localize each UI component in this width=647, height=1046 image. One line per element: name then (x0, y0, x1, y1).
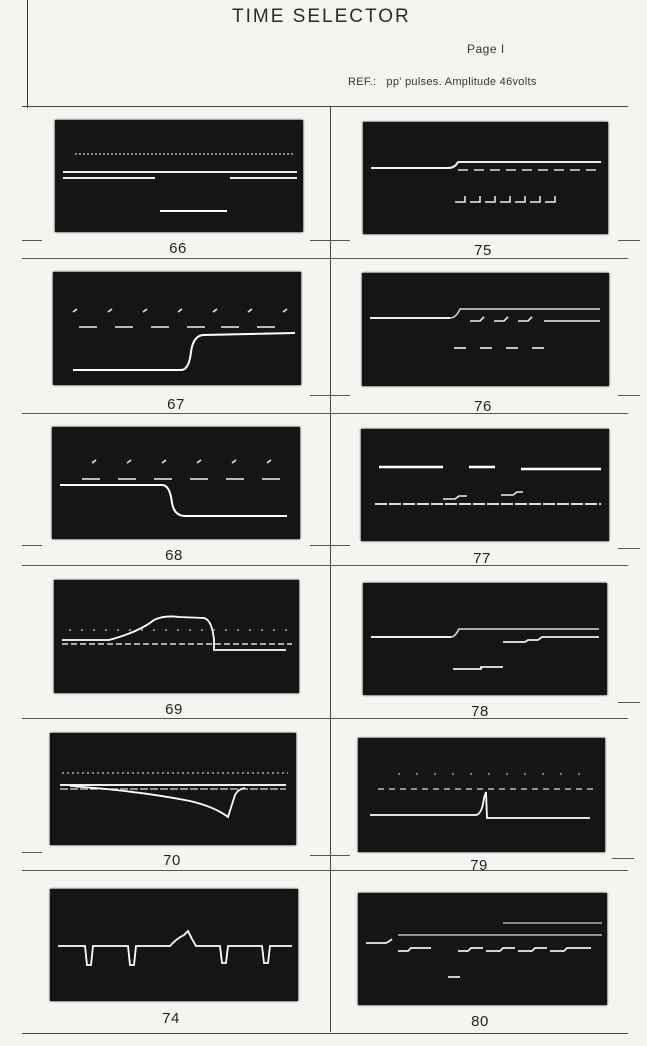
figure-label: 68 (165, 547, 183, 564)
grid-row-line (22, 413, 628, 414)
photo-grid (22, 106, 628, 1034)
page-title: TIME SELECTOR (232, 6, 411, 27)
figure-label: 76 (474, 398, 492, 415)
margin-tick (310, 395, 350, 396)
figure-label: 75 (474, 242, 492, 259)
figure-label: 77 (473, 550, 491, 567)
oscillogram-66 (55, 120, 303, 232)
oscillogram-76 (362, 273, 609, 386)
page-number: Page I (467, 42, 505, 56)
grid-row-line (22, 565, 628, 566)
margin-tick (22, 852, 42, 853)
margin-tick (618, 548, 640, 549)
trace-79 (370, 773, 593, 819)
figure-label: 67 (167, 396, 185, 413)
grid-divider (330, 106, 331, 1032)
figure-label: 66 (169, 240, 187, 257)
margin-tick (618, 702, 640, 703)
margin-tick (618, 240, 640, 241)
figure-label: 80 (471, 1013, 489, 1030)
grid-row-line (22, 258, 628, 259)
reference-text: pp' pulses. Amplitude 46volts (386, 76, 537, 88)
margin-rule (27, 0, 28, 108)
margin-tick (22, 545, 42, 546)
figure-label: 70 (163, 852, 181, 869)
oscillogram-69 (54, 580, 299, 693)
figure-label: 79 (470, 857, 488, 874)
grid-row-line (22, 870, 628, 871)
oscillogram-70 (50, 733, 296, 845)
trace-69 (62, 615, 292, 651)
trace-75 (371, 161, 601, 203)
oscillogram-80 (358, 893, 607, 1005)
figure-label: 78 (471, 703, 489, 720)
oscillogram-68 (52, 427, 300, 539)
margin-tick (612, 858, 634, 859)
oscillogram-67 (53, 272, 301, 385)
trace-67 (72, 308, 296, 371)
reference-label: REF.: (348, 76, 377, 88)
margin-tick (618, 395, 640, 396)
figure-label: 69 (165, 701, 183, 718)
grid-row-line (22, 718, 628, 719)
trace-66 (63, 153, 297, 212)
oscillogram-79 (358, 738, 605, 852)
trace-80 (366, 922, 602, 978)
oscillogram-78 (363, 583, 607, 695)
oscillogram-74 (50, 889, 298, 1001)
oscillogram-77 (361, 429, 609, 541)
trace-76 (370, 308, 600, 349)
margin-tick (310, 855, 350, 856)
margin-tick (22, 240, 42, 241)
reference-note: REF.: pp' pulses. Amplitude 46volts (348, 76, 537, 88)
trace-74 (58, 929, 292, 966)
trace-78 (371, 628, 599, 670)
margin-tick (310, 545, 350, 546)
figure-label: 74 (162, 1010, 180, 1027)
trace-70 (60, 772, 288, 819)
margin-tick (310, 240, 350, 241)
oscillogram-75 (363, 122, 608, 234)
trace-77 (375, 465, 601, 505)
trace-68 (60, 459, 287, 517)
